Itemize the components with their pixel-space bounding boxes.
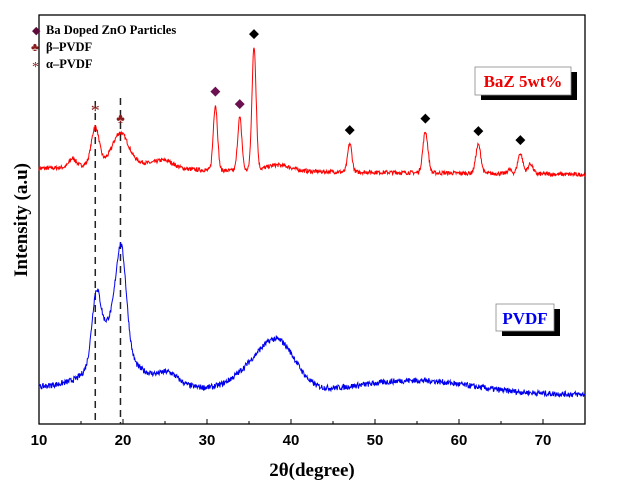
peak-marker-zno: ◆ [345,121,355,136]
peak-marker-ba-doped-zno: ◆ [210,83,220,98]
legend-symbol-star: * [32,60,39,75]
y-axis-title: Intensity (a.u) [11,163,32,277]
legend-label-alpha-pvdf: α–PVDF [46,57,93,71]
x-tick-label: 30 [199,432,216,449]
x-tick-label: 60 [451,432,468,449]
label-box-pvdf: PVDF [495,303,560,336]
peak-marker-ba-doped-zno: ◆ [235,96,245,111]
plot-frame [38,14,586,425]
peak-marker-alpha-pvdf: * [91,101,100,121]
label-baz-text: BaZ 5wt% [484,72,563,91]
peak-marker-zno: ◆ [515,131,525,146]
label-box-baz: BaZ 5wt% [474,66,577,100]
series-line-baz-5wt- [38,47,586,178]
legend-symbol-club: ♣ [31,40,39,54]
legend: ◆ Ba Doped ZnO Particles ♣ β–PVDF * α–PV… [31,23,176,75]
legend-label-ba-doped-zno: Ba Doped ZnO Particles [46,23,176,37]
x-tick-label: 70 [535,432,552,449]
x-axis-title: 2θ(degree) [269,460,355,481]
peak-marker-zno: ◆ [420,110,430,125]
x-tick-label: 20 [115,432,132,449]
peak-marker-zno: ◆ [473,123,483,138]
peak-marker-zno: ◆ [249,25,259,40]
legend-label-beta-pvdf: β–PVDF [46,40,93,54]
peak-marker-beta-pvdf: ♣ [116,111,125,126]
x-tick-label: 50 [367,432,384,449]
x-tick-label: 40 [283,432,300,449]
series-line-pvdf [38,242,586,399]
legend-symbol-diamond: ◆ [32,25,41,37]
label-pvdf-text: PVDF [502,309,547,328]
x-tick-label: 10 [31,432,48,449]
